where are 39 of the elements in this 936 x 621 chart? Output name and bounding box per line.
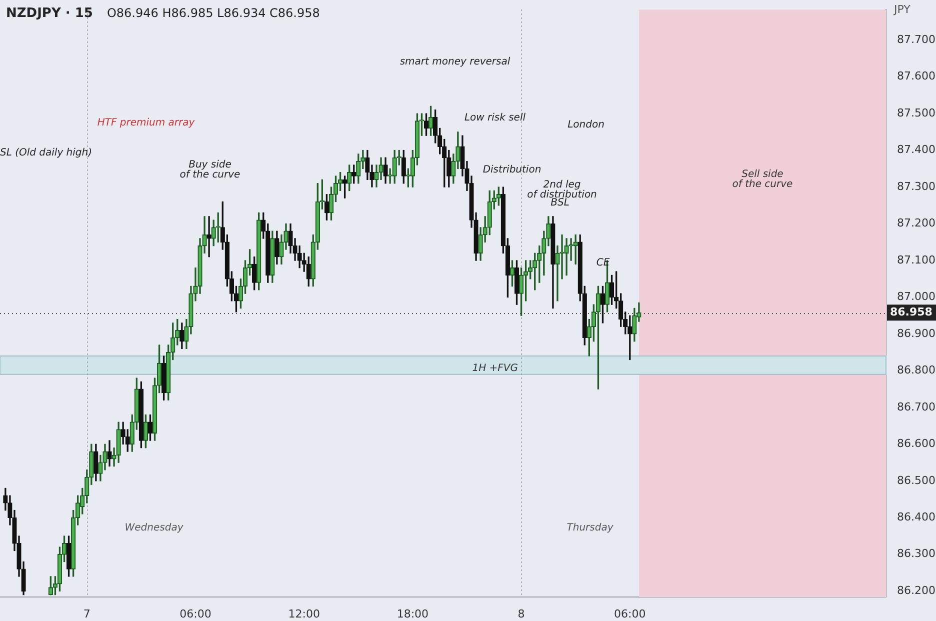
y-tick-label: 87.200	[897, 216, 936, 230]
annotation: SL (Old daily high)	[0, 148, 92, 159]
y-tick-label: 87.400	[897, 143, 936, 156]
x-tick-label: 8	[518, 607, 525, 620]
y-tick-label: 87.300	[897, 180, 936, 193]
annotation: Distribution	[482, 164, 542, 176]
y-axis-title: JPY	[893, 2, 911, 16]
x-tick-label: 7	[83, 607, 90, 620]
band-label: 1H +FVG	[472, 362, 518, 374]
x-tick-label: 12:00	[288, 607, 320, 620]
annotation: smart money reversal	[400, 56, 510, 68]
y-tick-label: 86.500	[897, 474, 936, 487]
y-tick-label: 87.500	[897, 106, 936, 120]
y-tick-label: 87.600	[897, 70, 936, 83]
x-tick-label: 06:00	[180, 607, 212, 620]
y-tick-label: 87.100	[897, 253, 936, 266]
ref-line-label: 86.958	[890, 306, 932, 319]
annotation: Wednesday	[124, 522, 184, 534]
chart-title: NZDJPY · 15	[6, 6, 93, 21]
x-tick-label: 06:00	[614, 607, 646, 620]
annotation: HTF premium array	[97, 118, 196, 129]
y-tick-label: 86.600	[897, 437, 936, 450]
x-tick-label: 18:00	[396, 607, 429, 620]
y-tick-label: 86.300	[897, 547, 936, 560]
chart-subtitle: O86.946 H86.985 L86.934 C86.958	[106, 6, 320, 20]
candlestick	[206, 216, 212, 258]
y-tick-label: 86.900	[897, 326, 936, 340]
y-tick-label: 87.000	[897, 290, 936, 304]
y-tick-label: 87.700	[897, 32, 936, 46]
y-tick-label: 86.700	[897, 400, 936, 414]
band-label: Sell side of the curve	[732, 169, 793, 190]
annotation: Buy side of the curve	[180, 160, 240, 181]
candlestick	[564, 238, 569, 276]
annotation: London	[568, 120, 604, 131]
y-tick-label: 86.400	[897, 510, 936, 524]
annotation: Thursday	[566, 522, 614, 534]
y-tick-label: 86.800	[897, 364, 936, 377]
annotation: Low risk sell	[464, 112, 526, 124]
y-tick-label: 86.200	[897, 584, 936, 597]
